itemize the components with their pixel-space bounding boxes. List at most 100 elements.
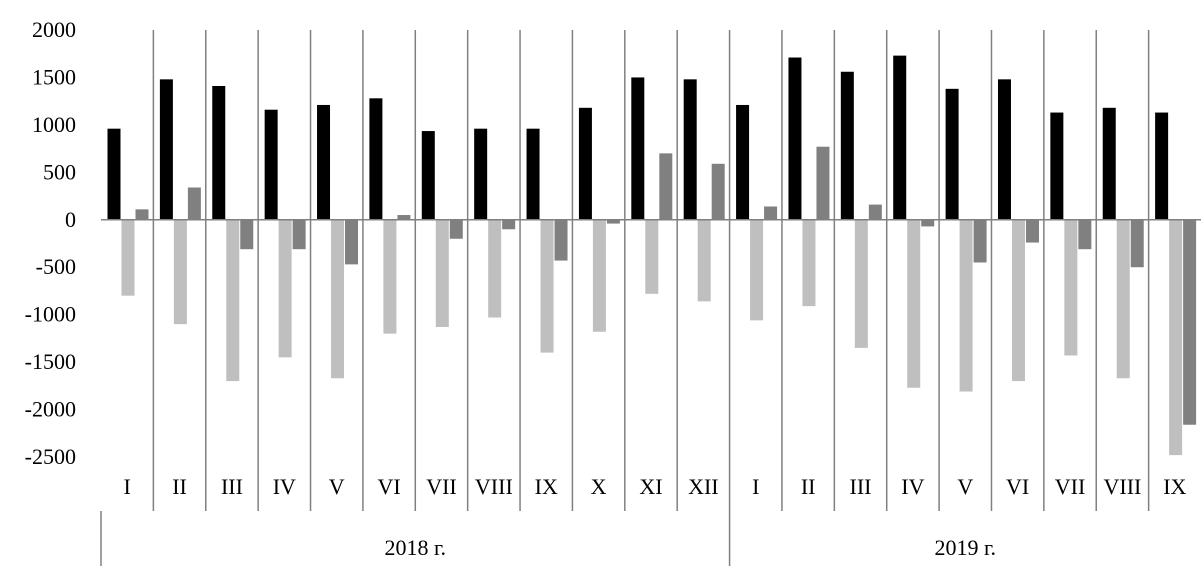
bar: [1116, 219, 1130, 379]
bar: [893, 55, 907, 220]
bar: [1050, 112, 1064, 220]
x-category-label: VI: [377, 474, 400, 499]
x-category-label: III: [850, 474, 872, 499]
x-category-label: I: [124, 474, 131, 499]
bar: [645, 219, 659, 294]
bar: [659, 153, 673, 220]
bar: [212, 85, 226, 220]
bar: [683, 79, 697, 220]
bars: [107, 55, 1197, 456]
bar: [383, 219, 397, 334]
x-category-label: II: [801, 474, 816, 499]
bar: [788, 57, 802, 220]
x-category-label: IV: [901, 474, 924, 499]
bar: [921, 219, 935, 227]
bar: [449, 219, 463, 239]
y-axis-tick-labels: 2000 1500 1000 500 0 -500 -1000 -1500 -2000 -2500: [25, 17, 76, 469]
bar: [736, 104, 750, 220]
bar: [187, 187, 201, 220]
x-axis-group-labels: 2018 г. 2019 г.: [385, 535, 997, 560]
bar: [1155, 112, 1169, 220]
x-category-label: IX: [1163, 474, 1186, 499]
x-category-label: VIII: [1103, 474, 1141, 499]
bar: [292, 219, 306, 250]
bar: [592, 219, 606, 332]
y-tick-label: 2000: [32, 17, 76, 42]
bar: [435, 219, 449, 328]
bar: [1078, 219, 1092, 250]
bar: [1130, 219, 1144, 268]
x-category-label: VIII: [475, 474, 513, 499]
y-tick-label: -2000: [25, 397, 76, 422]
bar: [750, 219, 764, 321]
category-separators: [100, 30, 1150, 566]
bar: [502, 219, 516, 230]
bar: [997, 79, 1011, 220]
bar: [526, 128, 540, 220]
bar: [317, 104, 331, 220]
bar: [240, 219, 254, 250]
bar: [578, 107, 592, 220]
bar: [173, 219, 187, 325]
bar: [1102, 107, 1116, 220]
bar: [474, 128, 488, 220]
y-tick-label: -2500: [25, 444, 76, 469]
y-tick-label: -500: [36, 254, 76, 279]
bar: [606, 219, 620, 224]
bar: [369, 98, 383, 220]
bar: [631, 77, 645, 220]
x-category-label: VII: [1055, 474, 1086, 499]
bar: [421, 131, 435, 220]
bar: [121, 219, 135, 296]
bar: [159, 79, 173, 220]
bar: [135, 209, 149, 220]
bar: [854, 219, 868, 348]
y-tick-label: 1500: [32, 64, 76, 89]
x-group-label: 2018 г.: [385, 535, 447, 560]
x-category-label: IX: [535, 474, 558, 499]
bar: [816, 146, 830, 220]
x-category-label: II: [172, 474, 187, 499]
y-tick-label: 500: [43, 159, 76, 184]
bar: [945, 88, 959, 220]
bar: [1183, 219, 1197, 425]
bar: [107, 128, 121, 220]
bar: [331, 219, 345, 379]
bar: [764, 206, 778, 220]
x-category-label: IV: [273, 474, 296, 499]
x-category-label: X: [591, 474, 607, 499]
y-tick-label: -1500: [25, 349, 76, 374]
bar: [278, 219, 292, 358]
bar: [540, 219, 554, 353]
x-category-label: XI: [639, 474, 662, 499]
x-category-label: I: [752, 474, 759, 499]
bar: [1169, 219, 1183, 456]
bar: [868, 204, 882, 220]
bar: [907, 219, 921, 388]
y-tick-label: 0: [65, 207, 76, 232]
bar: [1025, 219, 1039, 243]
x-category-label: XII: [688, 474, 719, 499]
bar: [345, 219, 359, 265]
bar: [697, 219, 711, 302]
bar: [1011, 219, 1025, 382]
x-category-label: VII: [426, 474, 457, 499]
x-category-label: VI: [1006, 474, 1029, 499]
bar: [973, 219, 987, 263]
bar: [711, 163, 725, 220]
bar: [959, 219, 973, 392]
bar: [264, 109, 278, 220]
bar: [554, 219, 568, 261]
y-tick-label: -1000: [25, 302, 76, 327]
x-group-label: 2019 г.: [935, 535, 997, 560]
bar: [840, 71, 854, 220]
bar: [1064, 219, 1078, 356]
bar: [397, 215, 411, 220]
x-axis-category-labels: I II III IV V VI VII VIII IX X XI XII I II III IV V VI VII…: [124, 474, 1187, 499]
bar: [226, 219, 240, 382]
y-tick-label: 1000: [32, 112, 76, 137]
x-category-label: V: [329, 474, 345, 499]
bar: [802, 219, 816, 307]
x-category-label: V: [957, 474, 973, 499]
x-category-label: III: [221, 474, 243, 499]
